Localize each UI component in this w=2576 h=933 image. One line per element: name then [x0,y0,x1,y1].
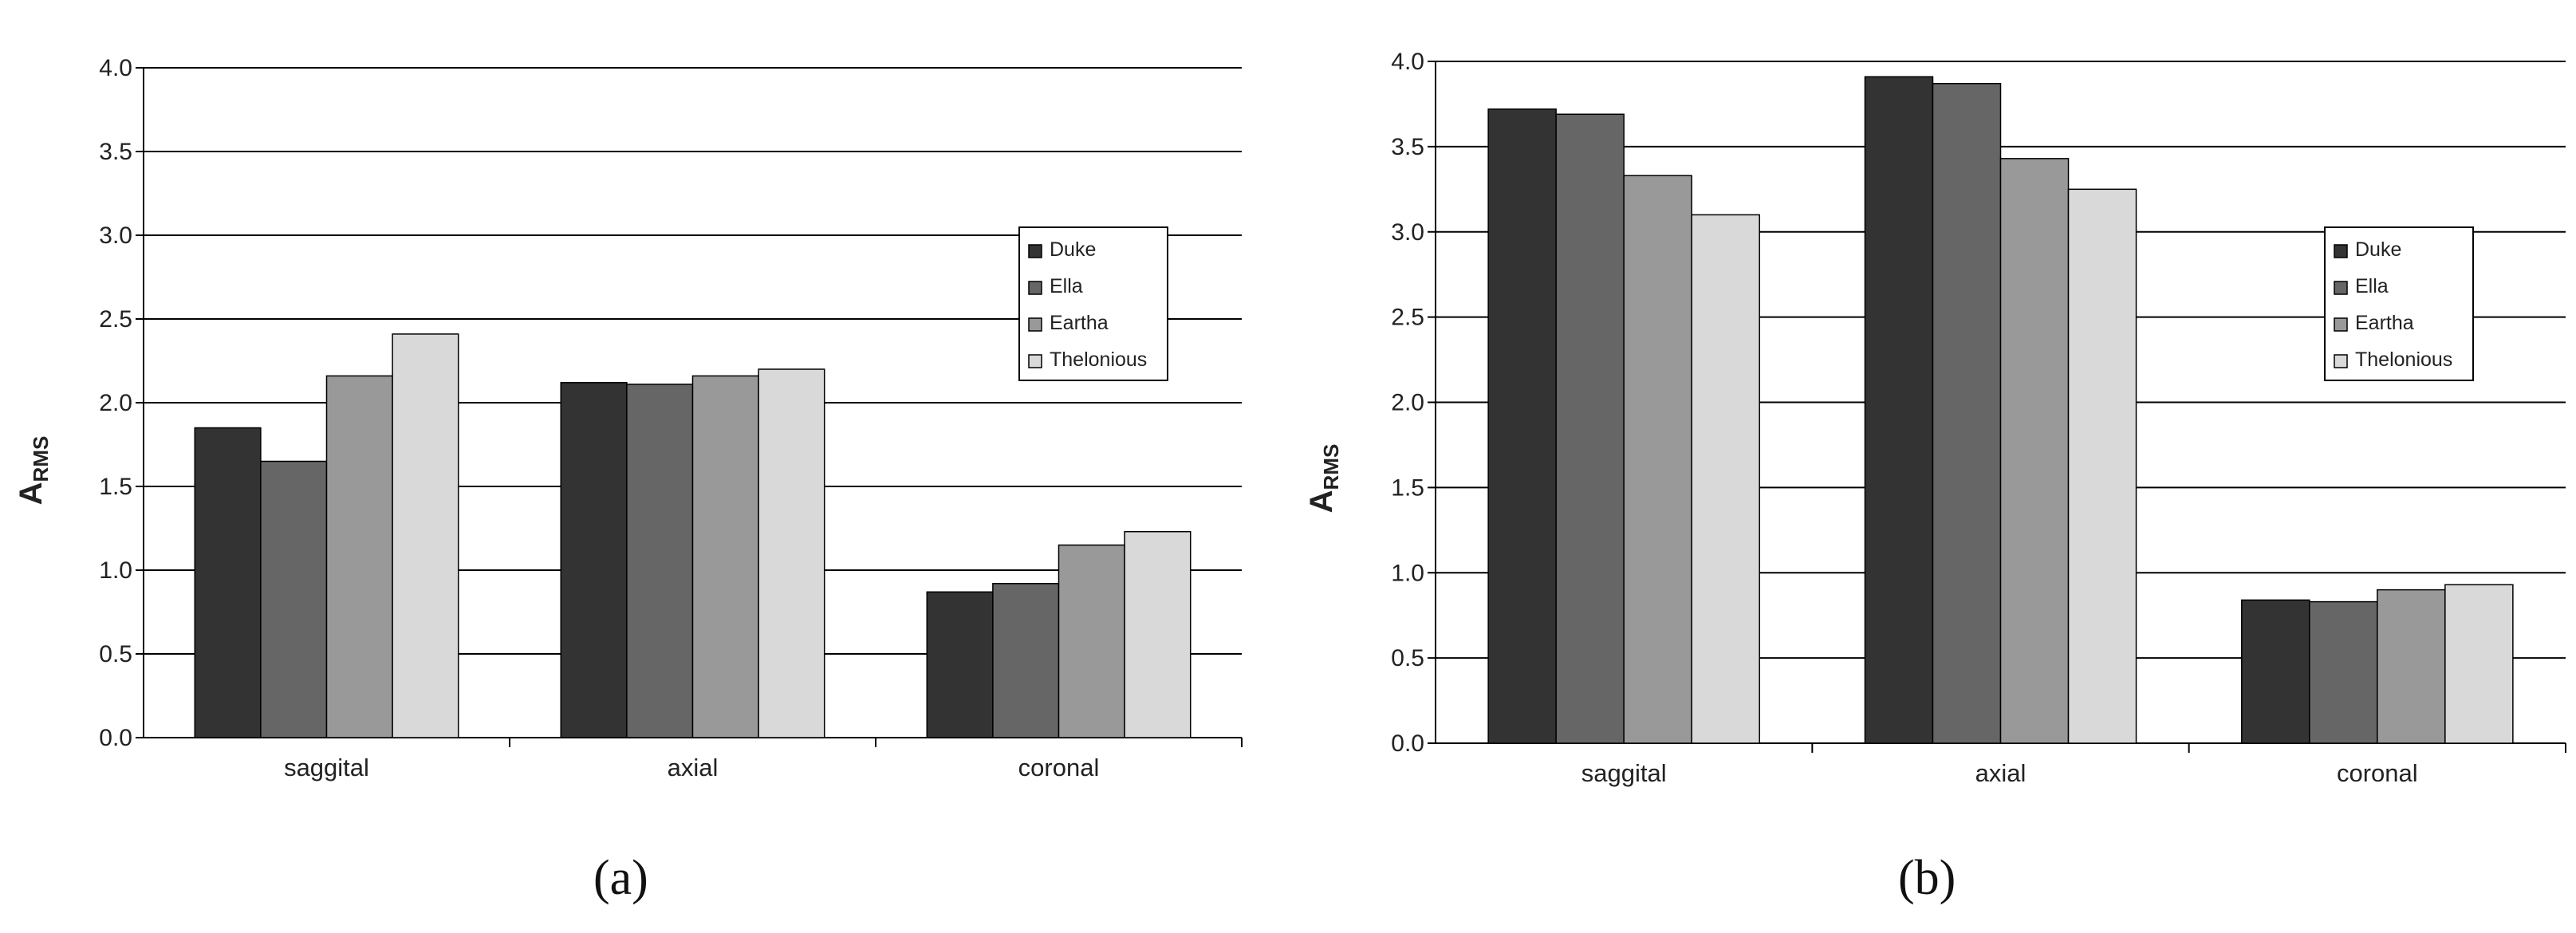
bar-ella-axial [1932,83,2002,744]
y-tick-label: 0.0 [99,725,132,751]
bar-duke-axial [1864,76,1934,744]
legend-label: Thelonious [2355,348,2452,371]
legend-label: Ella [1050,275,1083,297]
legend-label: Eartha [2355,312,2414,334]
legend-label: Duke [2355,238,2401,261]
legend: Duke Ella Eartha Thelonious [2324,226,2474,381]
x-category-label: axial [668,754,719,781]
bar-ella-saggital [260,460,328,738]
x-category-label: coronal [1018,754,1100,781]
y-tick-label: 1.0 [1391,560,1424,586]
bar-ella-coronal [2309,600,2378,744]
legend-swatch [2334,317,2348,332]
y-tick-label: 3.0 [99,222,132,249]
panel-label-b: (b) [1898,851,1956,905]
bar-duke-saggital [1487,108,1557,744]
legend-label: Thelonious [1050,348,1147,371]
bar-duke-coronal [926,591,994,738]
panel-label-a: (a) [593,851,648,905]
bar-ella-axial [626,384,694,738]
chart-panel-a: 0.0 0.5 1.0 1.5 2.0 2.5 3.0 3.5 4.0 saggital axial… [14,55,1243,905]
legend-swatch [1028,244,1042,258]
bar-ella-coronal [992,583,1060,738]
y-tick-label: 3.5 [99,139,132,165]
y-tick-label: 0.0 [1391,730,1424,757]
legend-label: Duke [1050,238,1096,261]
y-tick-label: 1.0 [99,557,132,584]
chart-panel-b: 0.0 0.5 1.0 1.5 2.0 2.5 3.0 3.5 4.0 saggital axial… [1288,0,2576,933]
bar-duke-coronal [2241,599,2310,744]
y-tick-label: 2.5 [1391,305,1424,331]
bar-eartha-coronal [2377,589,2446,744]
bar-eartha-saggital [1623,175,1692,744]
bar-ella-saggital [1555,113,1625,744]
y-tick-label: 2.0 [1391,390,1424,416]
legend-swatch [2334,354,2348,368]
bar-thelonious-axial [2067,188,2137,744]
legend-swatch [2334,244,2348,258]
legend: Duke Ella Eartha Thelonious [1018,226,1168,381]
bar-duke-axial [560,382,628,738]
x-category-label: saggital [1581,759,1667,787]
y-axis-label: ARMS [14,436,53,506]
bar-duke-saggital [194,427,262,738]
legend-swatch [2334,281,2348,295]
bar-thelonious-coronal [1124,530,1191,738]
x-category-label: coronal [2337,759,2418,787]
bar-eartha-axial [1999,158,2070,744]
y-tick-label: 3.0 [1391,219,1424,246]
y-tick-label: 4.0 [1391,49,1424,75]
y-tick-label: 1.5 [99,474,132,500]
legend-swatch [1028,281,1042,295]
bar-thelonious-axial [758,368,825,738]
legend-swatch [1028,354,1042,368]
bar-eartha-axial [691,375,759,738]
bar-eartha-coronal [1058,544,1125,738]
y-tick-label: 3.5 [1391,134,1424,160]
bar-thelonious-saggital [1691,214,1760,744]
y-tick-label: 0.5 [1391,645,1424,671]
legend-label: Ella [2355,275,2389,297]
y-tick-label: 4.0 [99,55,132,81]
bar-chart-b: 0.0 0.5 1.0 1.5 2.0 2.5 3.0 3.5 4.0 saggital axial… [1304,49,2566,787]
y-tick-label: 0.5 [99,641,132,667]
bar-eartha-saggital [325,375,393,738]
y-tick-label: 2.0 [99,390,132,416]
bar-thelonious-coronal [2444,584,2514,744]
x-category-label: saggital [284,754,369,781]
y-tick-label: 1.5 [1391,474,1424,501]
x-category-label: axial [1975,759,2027,787]
y-axis-label: ARMS [1304,444,1343,514]
legend-label: Eartha [1050,312,1109,334]
legend-swatch [1028,317,1042,332]
bar-chart-a: 0.0 0.5 1.0 1.5 2.0 2.5 3.0 3.5 4.0 saggital axial… [14,55,1243,781]
bar-thelonious-saggital [392,333,459,738]
y-tick-label: 2.5 [99,306,132,333]
